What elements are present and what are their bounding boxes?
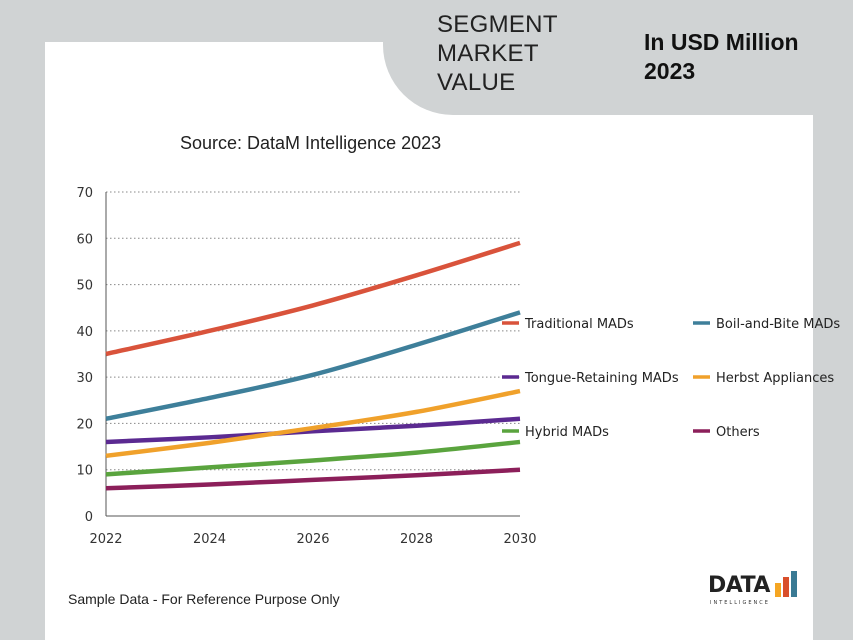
logo-bars-icon	[775, 571, 797, 597]
company-logo: DATA INTELLIGENCE	[708, 563, 808, 613]
logo-tagline: INTELLIGENCE	[710, 600, 770, 606]
y-tick-label: 0	[85, 510, 93, 525]
legend-label: Tongue-Retaining MADs	[524, 371, 679, 386]
year-label: 2023	[644, 58, 696, 84]
series-line	[105, 467, 521, 491]
series-line	[105, 240, 521, 357]
series-line	[105, 310, 521, 422]
y-tick-label: 10	[76, 464, 93, 479]
legend-label: Others	[716, 425, 760, 440]
y-tick-label: 40	[76, 325, 93, 340]
x-tick-label: 2022	[89, 532, 122, 547]
y-tick-label: 50	[76, 279, 93, 294]
segment-title-line: VALUE	[437, 69, 516, 96]
segment-title-line: SEGMENT	[437, 11, 558, 38]
logo-bar	[791, 571, 797, 597]
series-line	[105, 388, 521, 459]
source-label: Source: DataM Intelligence 2023	[180, 133, 442, 153]
segment-title-line: MARKET	[437, 40, 539, 67]
y-tick-label: 20	[76, 417, 93, 432]
y-tick-label: 70	[76, 186, 93, 201]
x-tick-label: 2026	[296, 532, 329, 547]
series-line	[105, 416, 521, 445]
x-tick-label: 2024	[193, 532, 226, 547]
header-tab	[383, 0, 853, 115]
x-tick-label: 2030	[503, 532, 536, 547]
legend-label: Hybrid MADs	[525, 425, 609, 440]
y-tick-label: 30	[76, 371, 93, 386]
y-tick-label: 60	[76, 232, 93, 247]
legend-label: Traditional MADs	[524, 317, 634, 332]
unit-title: In USD Million 2023	[644, 28, 844, 86]
segment-title: SEGMENT MARKET VALUE	[437, 10, 597, 97]
legend-label: Boil-and-Bite MADs	[716, 317, 840, 332]
series-line	[105, 439, 521, 477]
logo-bar	[775, 583, 781, 597]
unit-label: In USD Million	[644, 29, 799, 55]
legend-label: Herbst Appliances	[716, 371, 834, 386]
footnote: Sample Data - For Reference Purpose Only	[68, 591, 340, 607]
x-tick-label: 2028	[400, 532, 433, 547]
logo-wordmark: DATA	[708, 573, 770, 598]
logo-bar	[783, 577, 789, 597]
